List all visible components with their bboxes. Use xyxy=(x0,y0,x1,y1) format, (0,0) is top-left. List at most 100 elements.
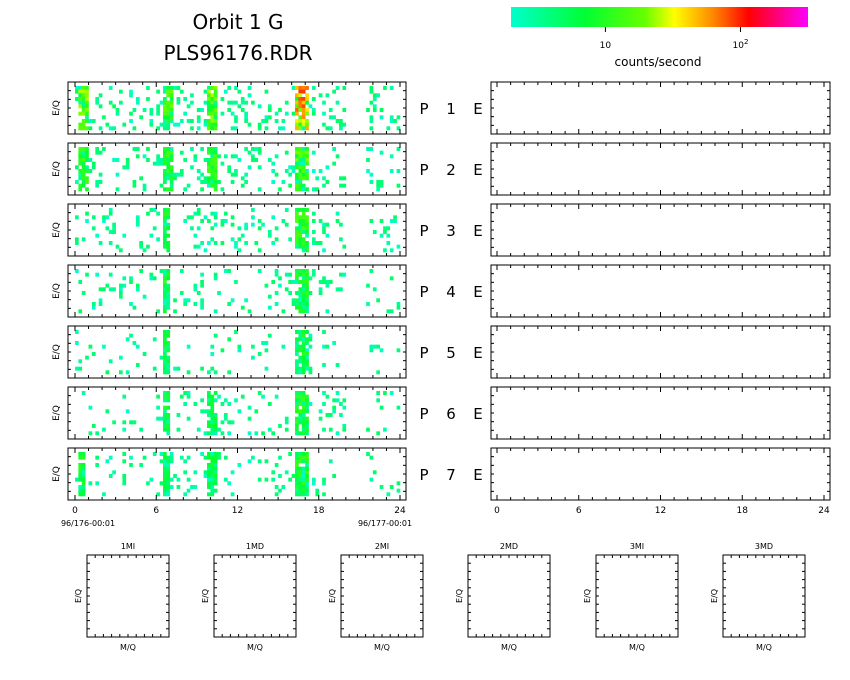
heatmap-cell xyxy=(322,481,326,486)
heatmap-cell xyxy=(308,337,313,342)
heatmap-cell xyxy=(190,226,194,231)
heatmap-cell xyxy=(234,280,238,284)
heatmap-cell xyxy=(75,237,79,242)
x-end-time-label: 96/177-00:01 xyxy=(358,519,412,528)
heatmap-cell xyxy=(129,302,133,306)
heatmap-cell xyxy=(301,363,306,367)
heatmap-cell xyxy=(332,161,336,166)
heatmap-cell xyxy=(85,158,89,162)
heatmap-cell xyxy=(244,119,248,123)
heatmap-cell xyxy=(163,111,167,116)
heatmap-cell xyxy=(301,359,306,364)
heatmap-cell xyxy=(366,283,370,288)
heatmap-cell xyxy=(203,122,208,127)
heatmap-cell xyxy=(166,359,171,364)
heatmap-cell xyxy=(301,276,306,281)
mass-panel-title: 2MI xyxy=(375,542,389,551)
heatmap-cell xyxy=(298,269,303,273)
heatmap-cell xyxy=(284,427,289,432)
heatmap-cell xyxy=(200,219,204,223)
heatmap-cell xyxy=(227,169,232,173)
mass-panel-frame xyxy=(467,554,551,638)
heatmap-cell xyxy=(146,481,150,486)
heatmap-cell xyxy=(220,111,225,116)
heatmap-cell xyxy=(230,126,235,131)
heatmap-cell xyxy=(203,89,208,94)
heatmap-cell xyxy=(163,294,167,299)
heatmap-cell xyxy=(305,111,309,116)
heatmap-cell xyxy=(234,154,238,159)
heatmap-cell xyxy=(85,97,89,101)
heatmap-cell xyxy=(247,150,252,155)
heatmap-cell xyxy=(135,287,140,292)
heatmap-cell xyxy=(163,416,167,421)
heatmap-cell xyxy=(183,302,188,306)
heatmap-cell xyxy=(274,111,279,116)
heatmap-cell xyxy=(298,394,303,399)
heatmap-cell xyxy=(163,211,167,216)
heatmap-cell xyxy=(311,481,316,486)
heatmap-cell xyxy=(305,100,309,105)
heatmap-cell xyxy=(389,276,394,281)
heatmap-cell xyxy=(210,97,215,101)
heatmap-cell xyxy=(295,276,299,281)
heatmap-cell xyxy=(98,104,103,109)
heatmap-cell xyxy=(207,89,211,94)
heatmap-cell xyxy=(288,291,292,295)
heatmap-cell xyxy=(213,455,218,460)
e-panel-letter: E xyxy=(473,344,482,362)
heatmap-cell xyxy=(210,344,215,349)
heatmap-cell xyxy=(342,405,347,410)
heatmap-cell xyxy=(261,222,265,227)
heatmap-cell xyxy=(163,305,167,310)
heatmap-cell xyxy=(223,455,228,460)
heatmap-cell xyxy=(281,119,286,123)
figure-title: Orbit 1 G xyxy=(193,10,284,34)
e-panel-frame xyxy=(490,264,831,318)
heatmap-cell xyxy=(369,219,374,223)
heatmap-cell xyxy=(203,474,208,478)
heatmap-cell xyxy=(298,348,303,353)
heatmap-cell xyxy=(230,492,235,497)
heatmap-cell xyxy=(210,424,215,428)
heatmap-cell xyxy=(142,352,147,356)
heatmap-cell xyxy=(139,244,144,249)
heatmap-cell xyxy=(295,337,299,342)
heatmap-cell xyxy=(295,391,299,395)
heatmap-cell xyxy=(203,215,208,220)
heatmap-cell xyxy=(186,488,191,493)
heatmap-cell xyxy=(311,241,316,245)
heatmap-cell xyxy=(257,126,262,131)
heatmap-cell xyxy=(301,485,306,489)
heatmap-cell xyxy=(281,180,286,184)
heatmap-cell xyxy=(322,122,326,127)
panel-number: 7 xyxy=(446,466,456,484)
heatmap-cell xyxy=(169,477,174,482)
heatmap-cell xyxy=(295,359,299,364)
heatmap-cell xyxy=(210,169,215,173)
heatmap-cell xyxy=(311,230,316,234)
heatmap-cell xyxy=(339,183,343,188)
heatmap-cell xyxy=(311,237,316,242)
heatmap-cell xyxy=(108,474,113,478)
heatmap-cell xyxy=(227,337,232,342)
heatmap-cell xyxy=(298,337,303,342)
heatmap-cell xyxy=(278,187,282,192)
heatmap-cell xyxy=(325,233,330,238)
y-axis-label: E/Q xyxy=(52,161,62,177)
heatmap-cell xyxy=(301,416,306,421)
heatmap-cell xyxy=(318,219,323,223)
x-tick-label: 12 xyxy=(232,506,243,516)
heatmap-cell xyxy=(295,158,299,162)
heatmap-cell xyxy=(305,126,309,131)
heatmap-cell xyxy=(234,172,238,177)
heatmap-cell xyxy=(325,222,330,227)
heatmap-cell xyxy=(223,269,228,273)
heatmap-cell xyxy=(105,226,110,231)
panel-letter: P xyxy=(419,344,428,362)
heatmap-cell xyxy=(166,394,171,399)
heatmap-cell xyxy=(325,394,330,399)
heatmap-cell xyxy=(85,219,89,223)
heatmap-cell xyxy=(396,244,401,249)
